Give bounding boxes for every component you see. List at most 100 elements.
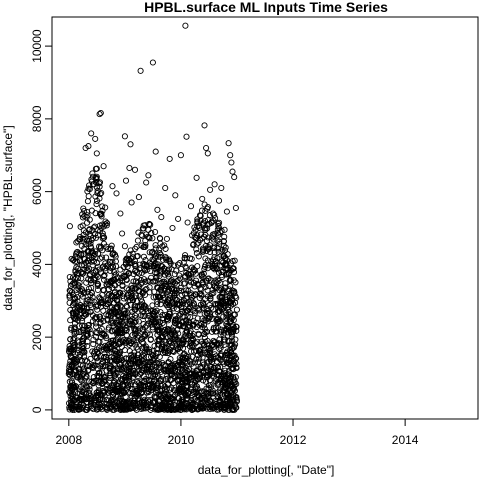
- data-point: [97, 245, 104, 252]
- data-point: [70, 356, 77, 363]
- outlier-point: [163, 235, 170, 242]
- data-point: [104, 342, 111, 349]
- data-point: [153, 346, 160, 353]
- data-point: [97, 299, 104, 307]
- data-point: [212, 311, 219, 318]
- data-point: [151, 278, 158, 285]
- y-tick-label: 6000: [30, 178, 44, 205]
- data-point: [84, 384, 91, 391]
- data-point: [232, 336, 239, 343]
- data-point: [166, 257, 173, 265]
- data-point: [96, 369, 103, 376]
- outlier-point: [68, 255, 75, 262]
- data-point: [211, 211, 218, 219]
- outlier-point: [89, 170, 96, 177]
- data-point: [186, 403, 193, 410]
- data-point: [175, 346, 182, 353]
- data-point: [149, 302, 156, 309]
- data-point: [99, 331, 106, 338]
- data-point: [108, 242, 115, 249]
- data-point: [100, 307, 107, 314]
- data-point: [202, 317, 209, 324]
- data-point: [121, 311, 128, 318]
- data-point: [74, 337, 81, 344]
- data-point: [87, 243, 94, 250]
- data-point: [202, 378, 209, 385]
- data-point: [71, 320, 79, 327]
- data-point: [76, 369, 83, 376]
- data-point: [189, 392, 196, 399]
- data-point: [166, 258, 173, 265]
- x-tick-label: 2010: [168, 433, 195, 447]
- data-point: [71, 357, 79, 364]
- data-point: [231, 311, 238, 318]
- data-point: [134, 360, 141, 367]
- data-point: [220, 313, 227, 320]
- data-point: [222, 384, 229, 391]
- data-point: [223, 318, 230, 325]
- data-point: [129, 296, 136, 303]
- data-point: [159, 243, 166, 250]
- data-point: [224, 351, 231, 358]
- data-point: [87, 308, 94, 315]
- outlier-point: [154, 206, 161, 213]
- data-point: [146, 249, 153, 256]
- data-point: [84, 219, 91, 226]
- data-point: [233, 323, 240, 330]
- outlier-point: [131, 166, 139, 173]
- data-point: [104, 246, 112, 253]
- data-point: [66, 287, 73, 294]
- outlier-point: [196, 212, 204, 219]
- data-point: [101, 378, 108, 385]
- data-point: [82, 357, 89, 364]
- data-point: [182, 379, 189, 386]
- data-point: [186, 322, 193, 329]
- data-point: [126, 297, 133, 304]
- data-point: [140, 225, 147, 232]
- data-point: [80, 227, 87, 234]
- data-point: [188, 336, 195, 343]
- data-point: [164, 375, 171, 382]
- outlier-point: [229, 168, 236, 175]
- data-point: [145, 361, 152, 368]
- data-point: [132, 315, 139, 322]
- data-point: [112, 372, 119, 379]
- data-point: [112, 387, 119, 394]
- data-point: [94, 329, 101, 336]
- data-point: [149, 235, 156, 242]
- data-point: [123, 272, 130, 279]
- data-point: [98, 299, 105, 306]
- data-point: [95, 373, 102, 380]
- data-point: [220, 331, 227, 338]
- data-point: [197, 212, 204, 219]
- data-point: [98, 325, 105, 332]
- data-point: [68, 391, 75, 398]
- data-point: [99, 264, 106, 271]
- data-point: [65, 370, 72, 377]
- data-point: [173, 336, 180, 343]
- data-point: [176, 354, 183, 362]
- data-point: [122, 310, 129, 317]
- data-point: [224, 390, 231, 397]
- data-point: [207, 242, 214, 249]
- data-point: [93, 272, 100, 279]
- data-point: [179, 397, 186, 404]
- data-point: [226, 316, 233, 323]
- data-point: [98, 211, 105, 218]
- data-point: [90, 378, 98, 385]
- data-point: [218, 356, 225, 363]
- data-point: [83, 403, 91, 411]
- data-point: [70, 300, 77, 307]
- data-point: [124, 310, 131, 317]
- data-point: [111, 277, 118, 284]
- data-point: [181, 290, 189, 297]
- data-point: [152, 228, 159, 236]
- data-point: [127, 370, 134, 378]
- data-point: [222, 265, 229, 272]
- data-point: [88, 258, 95, 265]
- data-point: [89, 262, 96, 269]
- data-point: [217, 364, 224, 371]
- data-point: [84, 257, 91, 264]
- data-point: [186, 343, 193, 350]
- data-point: [135, 332, 142, 339]
